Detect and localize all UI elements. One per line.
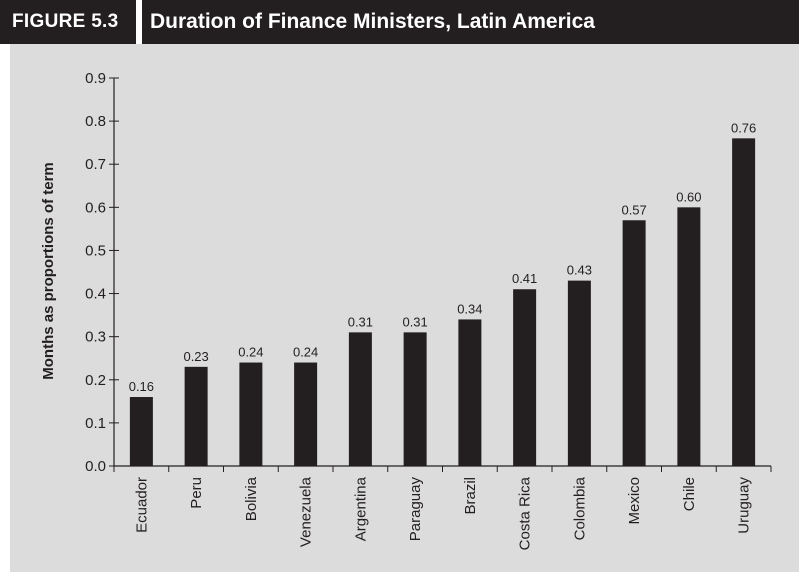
- bottom-rule: [10, 572, 799, 576]
- y-tick-label: 0.9: [85, 70, 106, 87]
- y-tick-label: 0.7: [85, 156, 106, 173]
- figure-label: FIGURE 5.3: [12, 0, 119, 44]
- data-label: 0.24: [238, 345, 263, 360]
- y-tick-label: 0.3: [85, 329, 106, 346]
- y-tick-label: 0.6: [85, 199, 106, 216]
- bar: [403, 332, 427, 466]
- x-tick-label: Ecuador: [133, 477, 150, 533]
- data-label: 0.57: [621, 202, 646, 217]
- axes: 0.0 0.1 0.2 0.3 0.4 0.5 0.6 0.7 0.8 0.9: [85, 70, 772, 475]
- bar: [184, 366, 208, 466]
- bar: [239, 362, 263, 466]
- bar: [458, 319, 482, 466]
- bar: [129, 397, 153, 466]
- y-tick-label: 0.1: [85, 415, 106, 432]
- x-tick-label: Paraguay: [407, 477, 424, 542]
- data-label: 0.31: [402, 314, 427, 329]
- figure-number: 5.3: [91, 11, 119, 32]
- x-tick-label: Argentina: [352, 476, 369, 541]
- bar: [294, 362, 318, 466]
- data-label: 0.24: [293, 345, 318, 360]
- x-tick-label: Venezuela: [298, 476, 315, 547]
- bar: [732, 138, 756, 466]
- y-tick-label: 0.0: [85, 458, 106, 475]
- header-divider: [136, 0, 142, 44]
- data-label: 0.43: [567, 263, 592, 278]
- data-label: 0.34: [457, 301, 482, 316]
- bar: [567, 280, 591, 466]
- y-tick-label: 0.5: [85, 242, 106, 259]
- figure-header: FIGURE 5.3 Duration of Finance Ministers…: [0, 0, 799, 44]
- x-tick-label: Uruguay: [736, 477, 753, 534]
- figure-label-word: FIGURE: [12, 11, 86, 32]
- data-label: 0.23: [183, 349, 208, 364]
- x-tick-label: Costa Rica: [517, 476, 534, 550]
- y-tick-label: 0.4: [85, 286, 106, 303]
- bars-group: [129, 138, 756, 467]
- bar: [622, 220, 646, 466]
- y-axis-label: Months as proportions of term: [40, 162, 57, 380]
- bar: [677, 207, 701, 467]
- bar: [513, 289, 537, 466]
- y-tick-label: 0.2: [85, 372, 106, 389]
- data-label: 0.76: [731, 120, 756, 135]
- x-tick-label: Brazil: [462, 477, 479, 515]
- x-tick-label: Peru: [188, 477, 205, 509]
- x-tick-label: Colombia: [571, 476, 588, 540]
- chart-panel: [10, 44, 799, 572]
- figure-title: Duration of Finance Ministers, Latin Ame…: [150, 10, 595, 33]
- data-label: 0.16: [129, 379, 154, 394]
- data-label: 0.41: [512, 271, 537, 286]
- x-tick-label: Bolivia: [243, 476, 260, 521]
- bar: [348, 332, 372, 466]
- x-tick-label: Mexico: [626, 477, 643, 525]
- data-label: 0.60: [676, 189, 701, 204]
- labels-group: 0.16 Ecuador 0.23 Peru 0.24 Bolivia 0.24 Venezu…: [129, 120, 757, 550]
- data-label: 0.31: [348, 314, 373, 329]
- y-tick-label: 0.8: [85, 113, 106, 130]
- x-tick-label: Chile: [681, 477, 698, 511]
